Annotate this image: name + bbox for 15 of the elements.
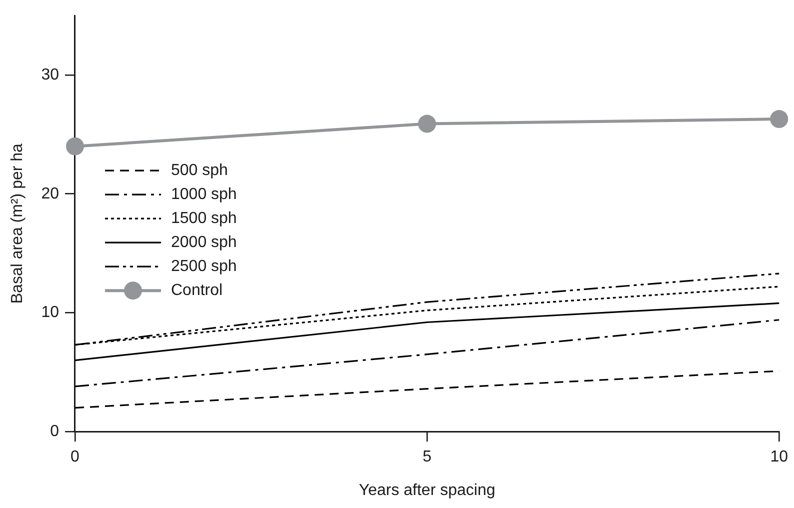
y-tick-label: 10 <box>41 304 60 322</box>
y-tick-label: 0 <box>50 423 60 440</box>
x-tick-label: 0 <box>70 448 80 466</box>
legend-label: 1500 sph <box>170 210 237 228</box>
y-tick-label: 30 <box>41 66 60 84</box>
y-tick-label: 20 <box>41 185 60 202</box>
x-tick-label: 5 <box>422 448 432 466</box>
legend-label: 2500 sph <box>170 258 237 276</box>
legend-label: 500 sph <box>170 162 228 180</box>
legend-label: 2000 sph <box>170 234 237 252</box>
y-axis-title: Basal area (m²) per ha <box>9 143 26 304</box>
x-axis-title: Years after spacing <box>358 482 496 499</box>
legend-label: Control <box>170 282 223 300</box>
x-tick-label: 10 <box>770 448 788 466</box>
legend-label: 1000 sph <box>170 186 237 204</box>
